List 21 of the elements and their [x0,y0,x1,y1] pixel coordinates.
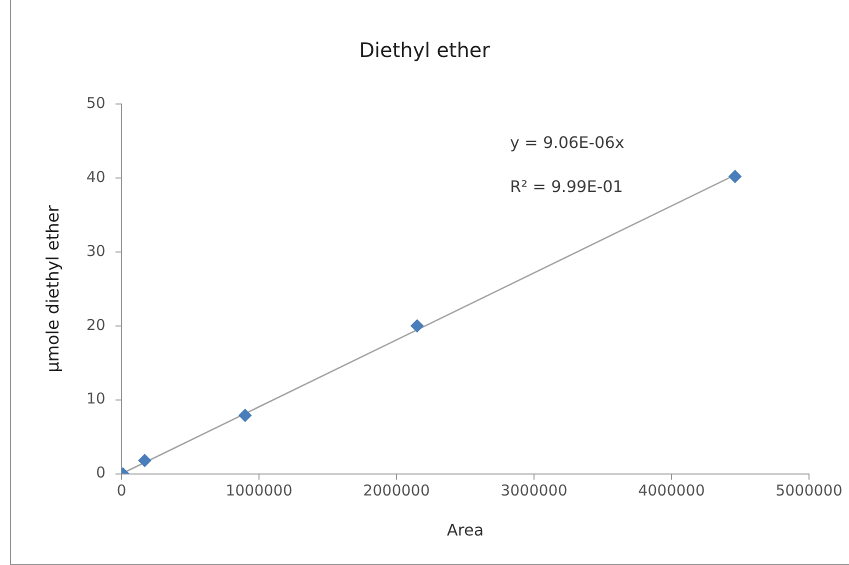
y-tick-label: 0 [96,464,106,482]
y-tick-label: 30 [86,242,106,260]
x-tick-label: 2000000 [363,482,430,500]
chart-title: Diethyl ether [359,38,491,62]
y-tick-label: 20 [86,316,106,334]
point [410,319,424,332]
point [138,454,152,467]
y-tick-label: 10 [86,390,106,408]
y-tick-label: 40 [86,168,106,186]
annotation: R² = 9.99E-01 [510,177,623,196]
y-axis-title: μmole diethyl ether [44,205,64,373]
y-tick-label: 50 [86,94,106,112]
x-tick-label: 1000000 [226,482,292,500]
x-tick-label: 3000000 [500,482,568,500]
point [728,170,742,183]
x-tick-label: 0 [116,482,126,500]
x-axis-title: Area [446,520,484,540]
x-tick-label: 4000000 [638,482,705,500]
annotation: y = 9.06E-06x [510,133,624,152]
x-tick-label: 5000000 [776,482,842,500]
point [238,408,252,422]
